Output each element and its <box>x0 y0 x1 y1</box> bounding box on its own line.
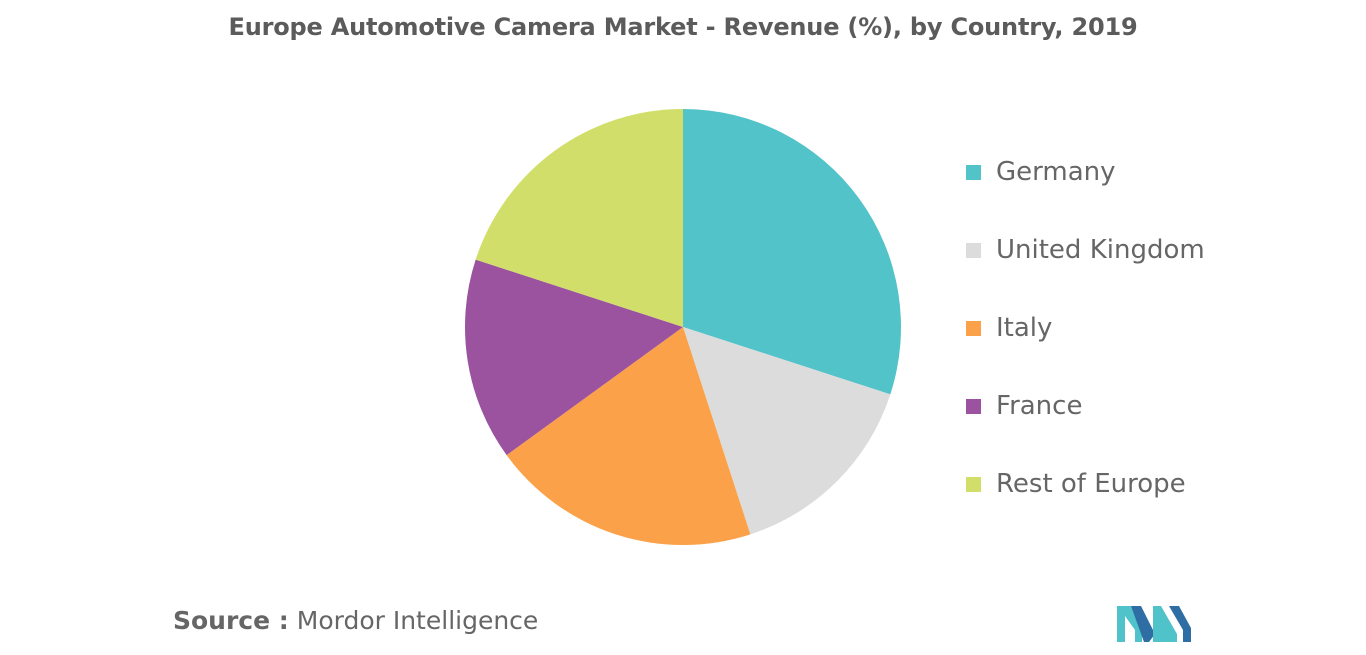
legend-swatch <box>966 165 981 180</box>
legend-label: France <box>996 391 1083 421</box>
source-value: Mordor Intelligence <box>296 606 539 635</box>
mordor-intelligence-logo-icon <box>1117 606 1191 642</box>
pie-slice-rest-of-europe <box>475 109 683 327</box>
legend-label: Germany <box>996 157 1116 187</box>
legend-swatch <box>966 321 981 336</box>
logo-shape <box>1131 606 1155 642</box>
legend-swatch <box>966 477 981 492</box>
source-label: Source : <box>173 606 289 635</box>
logo-shape <box>1169 606 1191 642</box>
legend-label: United Kingdom <box>996 235 1205 265</box>
pie-slice-italy <box>506 327 751 545</box>
logo-shape <box>1117 606 1142 642</box>
logo-shape <box>1153 606 1177 642</box>
pie-slice-germany <box>683 109 902 395</box>
legend-label: Rest of Europe <box>996 469 1186 499</box>
source-note: Source : Mordor Intelligence <box>173 606 538 635</box>
legend-swatch <box>966 399 981 414</box>
legend-swatch <box>966 243 981 258</box>
pie-slice-united-kingdom <box>683 327 891 535</box>
pie-slice-france <box>465 259 683 456</box>
chart-title: Europe Automotive Camera Market - Revenu… <box>228 13 1138 41</box>
legend-label: Italy <box>996 313 1053 343</box>
